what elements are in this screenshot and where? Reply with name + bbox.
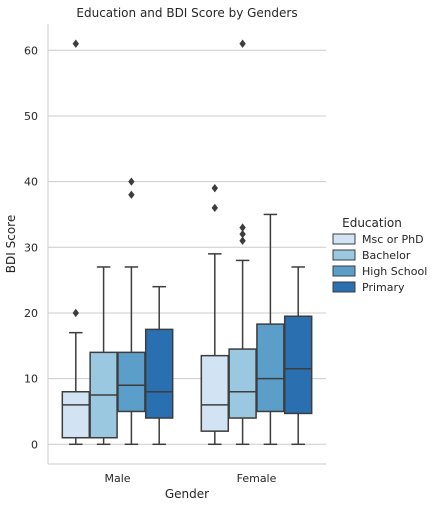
legend-swatch (332, 265, 356, 277)
box (117, 351, 146, 413)
box (228, 348, 257, 419)
y-tick-label: 40 (24, 176, 38, 189)
legend-swatch (332, 233, 356, 245)
axis-spines (47, 24, 326, 465)
legend: Education Msc or PhD Bachelor High School P… (332, 216, 427, 294)
flier-point (128, 190, 135, 199)
legend-entry-label: Primary (362, 281, 405, 294)
box (144, 328, 174, 419)
box-group (61, 39, 91, 446)
box-group (228, 39, 257, 446)
y-tick-label: 30 (24, 241, 38, 254)
flier-point (239, 229, 246, 239)
y-tick-label: 20 (24, 307, 38, 320)
box (256, 323, 285, 413)
legend-title: Education (342, 216, 402, 230)
flier-point (239, 39, 246, 48)
y-tick-label: 10 (24, 373, 38, 386)
box-group (117, 177, 146, 446)
box-group (89, 266, 118, 446)
flier-point (239, 236, 246, 245)
x-tick-label: Male (104, 472, 130, 485)
boxes (61, 39, 313, 446)
box-group (283, 266, 313, 446)
legend-entry-label: High School (362, 265, 427, 278)
box (283, 315, 313, 415)
chart-title: Education and BDI Score by Genders (76, 6, 297, 20)
flier-point (211, 203, 218, 213)
flier-point (211, 184, 218, 193)
x-tick-labels: Male Female (104, 472, 276, 485)
flier-point (239, 223, 246, 232)
box (61, 391, 91, 439)
y-axis-label: BDI Score (4, 215, 18, 273)
x-tick-label: Female (237, 472, 277, 485)
flier-point (128, 177, 135, 186)
x-axis-label: Gender (165, 487, 209, 501)
flier-point (72, 39, 79, 48)
legend-entry-label: Msc or PhD (362, 233, 424, 246)
legend-swatch (332, 281, 356, 293)
legend-swatch (332, 249, 356, 261)
flier-point (72, 308, 79, 318)
box-group (144, 285, 174, 446)
y-tick-label: 60 (24, 44, 38, 57)
legend-entry-label: Bachelor (362, 249, 411, 262)
y-tick-labels: 0 10 20 30 40 50 60 (24, 44, 38, 451)
y-tick-label: 50 (24, 110, 38, 123)
box-group (200, 184, 230, 446)
box (200, 354, 230, 432)
y-tick-label: 0 (31, 438, 38, 451)
box-group (256, 213, 285, 446)
